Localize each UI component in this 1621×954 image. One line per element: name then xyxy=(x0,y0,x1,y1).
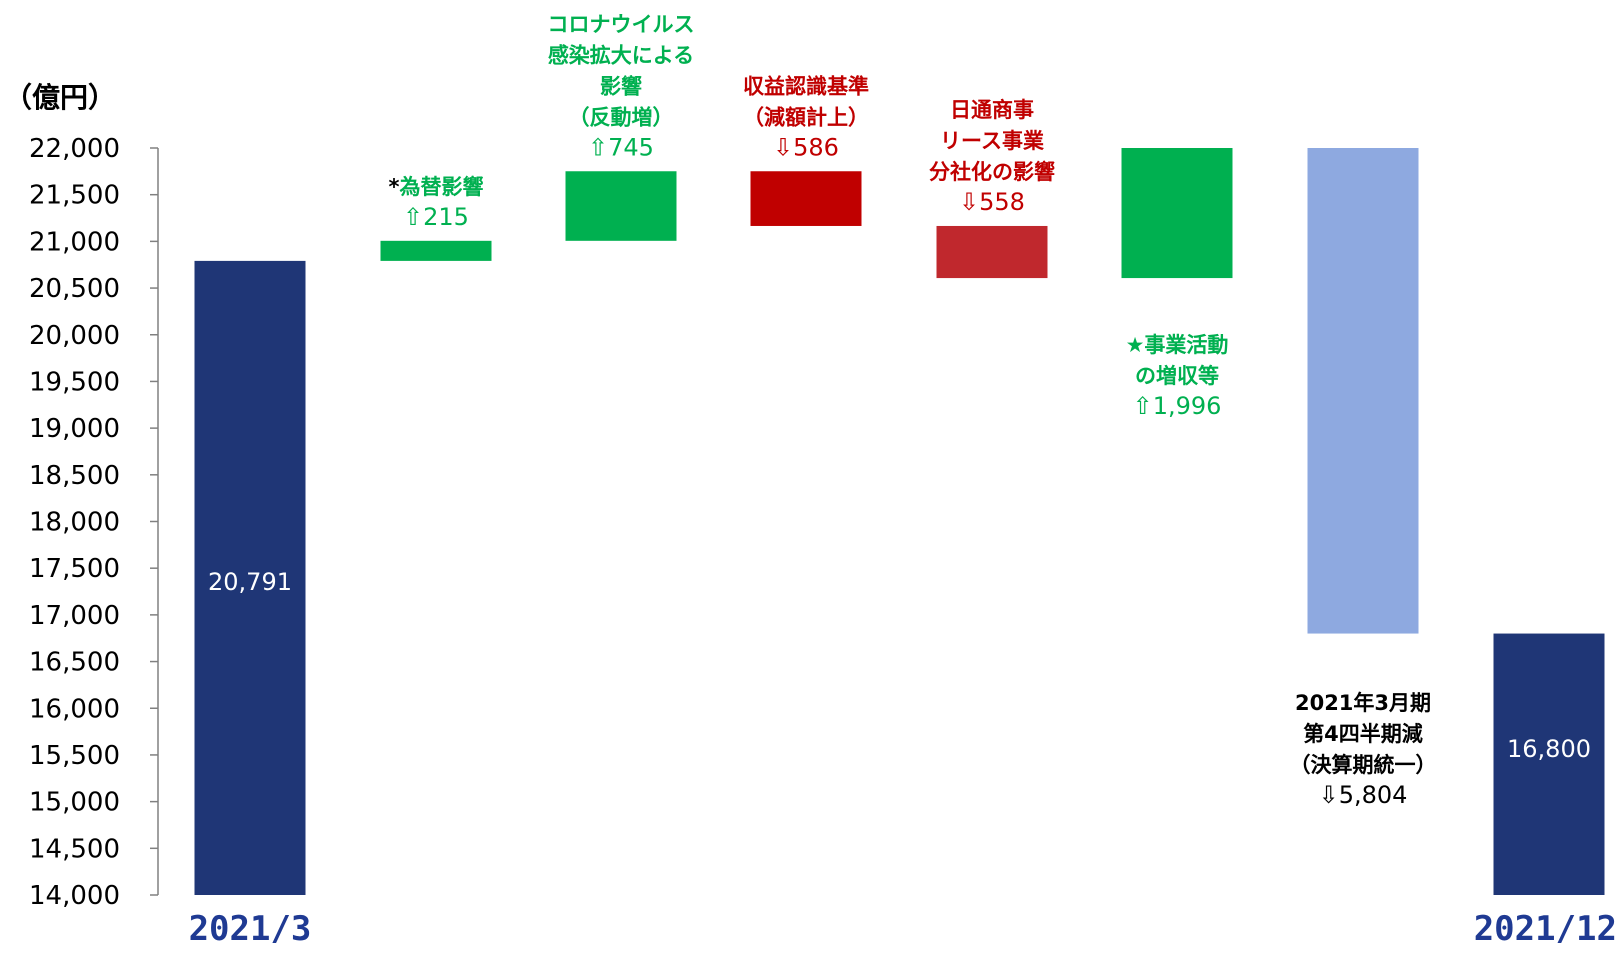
annotation-text: 影響 xyxy=(600,74,642,98)
bar-1 xyxy=(194,260,306,895)
y-tick-label: 17,000 xyxy=(29,601,120,631)
y-tick-label: 14,500 xyxy=(29,834,120,864)
y-tick-label: 22,000 xyxy=(29,134,120,164)
x-category-label: 2021/12 xyxy=(1474,909,1617,949)
annotation-text: （決算期統一） xyxy=(1290,753,1437,777)
annotation-text: （減額計上） xyxy=(743,105,869,129)
bars xyxy=(194,148,1605,895)
annotation-text: 2021年3月期 xyxy=(1295,691,1431,715)
y-tick-label: 18,500 xyxy=(29,461,120,491)
y-tick-label: 14,000 xyxy=(29,881,120,911)
bar-8 xyxy=(1493,633,1605,895)
annotation-value: ⇧745 xyxy=(588,133,654,161)
y-tick-label: 18,000 xyxy=(29,508,120,538)
bar-2 xyxy=(380,240,492,261)
annotation-value: ⇩5,804 xyxy=(1319,781,1408,809)
annotation-value: ⇩586 xyxy=(773,133,839,161)
annotation-text: 第4四半期減 xyxy=(1303,722,1423,746)
x-axis-categories: 2021/3 2021/12 xyxy=(189,909,1617,949)
y-tick-label: 19,500 xyxy=(29,367,120,397)
y-tick-label: 21,500 xyxy=(29,181,120,211)
annotation-text: （反動増） xyxy=(569,105,674,129)
bar-value-label: 20,791 xyxy=(208,568,292,596)
annotation-text: 感染拡大による xyxy=(548,43,694,67)
y-axis: 14,000 14,500 15,000 15,500 16,000 16,500 17,0… xyxy=(29,134,159,911)
annotation-value: ⇩558 xyxy=(959,188,1025,216)
annotation-text: 収益認識基準 xyxy=(743,74,869,98)
annotation-text: 分社化の影響 xyxy=(929,160,1055,184)
annotation-text: *為替影響 xyxy=(389,175,484,199)
bar-value-label: 16,800 xyxy=(1507,735,1591,763)
bar-6 xyxy=(1121,148,1233,279)
bar-5 xyxy=(936,225,1048,279)
bar-7 xyxy=(1307,148,1419,634)
y-tick-label: 20,500 xyxy=(29,274,120,304)
x-category-label: 2021/3 xyxy=(189,909,312,949)
bar-3 xyxy=(565,171,677,241)
y-tick-label: 16,500 xyxy=(29,648,120,678)
y-tick-label: 19,000 xyxy=(29,414,120,444)
annotation-text: 日通商事 xyxy=(950,98,1034,122)
y-axis-unit-label: （億円） xyxy=(4,81,116,114)
annotation-value: ⇧215 xyxy=(403,203,469,231)
annotation-text: リース事業 xyxy=(940,129,1045,153)
y-tick-label: 15,500 xyxy=(29,741,120,771)
bar-4 xyxy=(750,171,862,226)
annotation-value: ⇧1,996 xyxy=(1133,392,1222,420)
y-tick-label: 20,000 xyxy=(29,321,120,351)
annotation-text: の増収等 xyxy=(1135,364,1219,388)
y-tick-label: 15,000 xyxy=(29,788,120,818)
y-tick-label: 21,000 xyxy=(29,227,120,257)
annotation-text: コロナウイルス xyxy=(548,12,695,36)
annotation-text: ★事業活動 xyxy=(1126,333,1229,357)
y-tick-label: 17,500 xyxy=(29,554,120,584)
y-tick-label: 16,000 xyxy=(29,694,120,724)
